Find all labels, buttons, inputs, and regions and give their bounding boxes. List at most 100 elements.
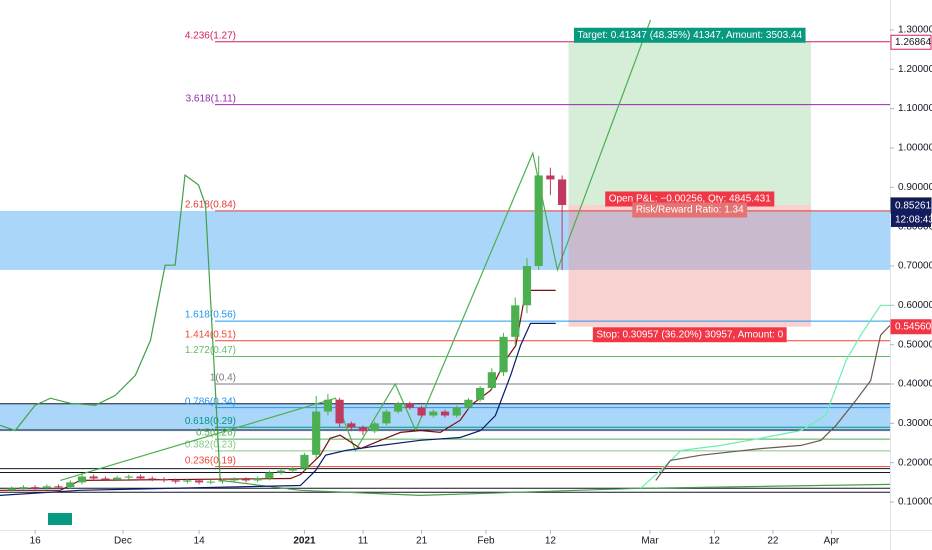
fib-label: 2.618(0.84) [185, 200, 236, 211]
pnl-label: Open P&L: −0.00256, Qty: 4845.431 [609, 194, 772, 205]
countdown-bg [891, 212, 931, 227]
zone [0, 210, 890, 270]
candle-body [183, 480, 192, 482]
fib-label: 0.618(0.29) [185, 416, 236, 427]
candle-body [42, 486, 51, 488]
y-tick-label: 1.20000 [898, 64, 932, 75]
candle-body [440, 411, 450, 416]
candle-body [558, 179, 567, 205]
stop-zone [568, 204, 811, 327]
fib-label: 1(0.4) [210, 373, 236, 384]
indicator-line [0, 322, 556, 496]
rr-label-bg [632, 202, 748, 218]
candle-body [241, 479, 251, 481]
candle-body [312, 411, 321, 455]
price-tag: 0.54560 [895, 321, 932, 332]
x-tick-label: 12 [709, 536, 721, 547]
candle-body [113, 477, 122, 480]
fib-label: 3.618(1.11) [186, 93, 236, 104]
fib-label: 1.618(0.56) [185, 310, 236, 321]
fib-label: 0.382(0.23) [185, 440, 236, 451]
candle-body [194, 480, 204, 483]
x-tick-label: 11 [358, 536, 369, 547]
fib-label: 4.236(1.27) [185, 30, 236, 41]
candle-body [206, 481, 215, 483]
candle-body [31, 487, 40, 489]
x-tick-label: 12 [545, 536, 557, 547]
x-tick-label: 21 [416, 536, 428, 547]
y-tick-label: 0.40000 [898, 379, 932, 390]
countdown: 12:08:43 [895, 215, 932, 226]
candle-body [522, 265, 532, 306]
target-label-bg [573, 27, 806, 43]
candle-body [476, 387, 485, 400]
indicator-line [640, 304, 890, 489]
candle-body [499, 336, 508, 373]
y-tick-label: 1.00000 [898, 143, 932, 154]
candle-body [54, 486, 63, 488]
x-tick-label: 16 [30, 536, 42, 547]
candle-body [159, 479, 169, 481]
y-tick-label: 1.30000 [898, 25, 932, 36]
candle-body [253, 478, 262, 481]
rr-label: Risk/Reward Ratio: 1.34 [636, 205, 744, 216]
fib-label: 0.786(0.34) [185, 396, 236, 407]
candle-body [394, 403, 403, 412]
fib-label: 0.236(0.19) [185, 455, 236, 466]
candle-body [124, 476, 133, 478]
candle-body [347, 423, 356, 428]
y-tick-label: 0.60000 [898, 300, 932, 311]
y-tick-label: 0.20000 [898, 457, 932, 468]
candle-body [218, 480, 227, 482]
candle-body [417, 407, 426, 416]
x-tick-label: Dec [114, 536, 132, 547]
price-tag: 0.85261 [895, 201, 932, 212]
candle-body [464, 399, 473, 408]
signal-badge [48, 513, 72, 525]
y-tick-label: 0.10000 [898, 497, 932, 508]
candle-body [534, 175, 543, 266]
candle-body [77, 476, 87, 483]
candle-body [429, 411, 438, 416]
candle-body [136, 476, 145, 479]
x-tick-label: Feb [477, 536, 495, 547]
x-tick-label: 22 [767, 536, 779, 547]
y-tick-label: 0.50000 [898, 339, 932, 350]
candle-body [101, 478, 110, 480]
candle-body [230, 479, 239, 481]
indicator-line [0, 174, 890, 497]
candle-body [358, 427, 368, 432]
fib-label: 1.414(0.51) [185, 329, 236, 340]
candle-body [323, 399, 332, 412]
candle-body [66, 482, 75, 488]
x-tick-label: Apr [824, 536, 840, 547]
target-label: Target: 0.41347 (48.35%) 41347, Amount: … [577, 30, 802, 41]
candle-body [405, 403, 414, 408]
candle-body [288, 468, 297, 471]
fib-label: 1.272(0.47) [185, 345, 236, 356]
x-tick-label: Mar [641, 536, 659, 547]
candle-body [276, 470, 286, 473]
price-tag: 1.26864 [895, 37, 932, 48]
fib-label: 0.5(0.26) [196, 428, 236, 439]
candle-body [511, 305, 520, 337]
x-tick-label: 2021 [293, 536, 316, 547]
candle-body [19, 487, 28, 489]
stop-label-bg [592, 327, 787, 343]
candle-body [487, 372, 496, 388]
target-zone [568, 42, 811, 205]
stop-label: Stop: 0.30957 (36.20%) 30957, Amount: 0 [596, 329, 783, 340]
candle-body [370, 423, 379, 432]
candle-body [300, 454, 309, 469]
candle-body [148, 478, 157, 480]
price-tag-bg [890, 319, 932, 335]
price-tag-bg [890, 34, 932, 50]
axes: 0.10000 0.20000 0.30000 0.40000 0.50000 0.600… [30, 25, 932, 547]
indicator-line [655, 324, 890, 481]
plot-area: 4.236(1.27) 3.618(1.11) 2.618(0.84) 1.618(0… [0, 19, 890, 497]
candle-body [452, 407, 461, 416]
y-tick-label: 0.90000 [898, 182, 932, 193]
y-tick-label: 1.10000 [898, 103, 932, 114]
